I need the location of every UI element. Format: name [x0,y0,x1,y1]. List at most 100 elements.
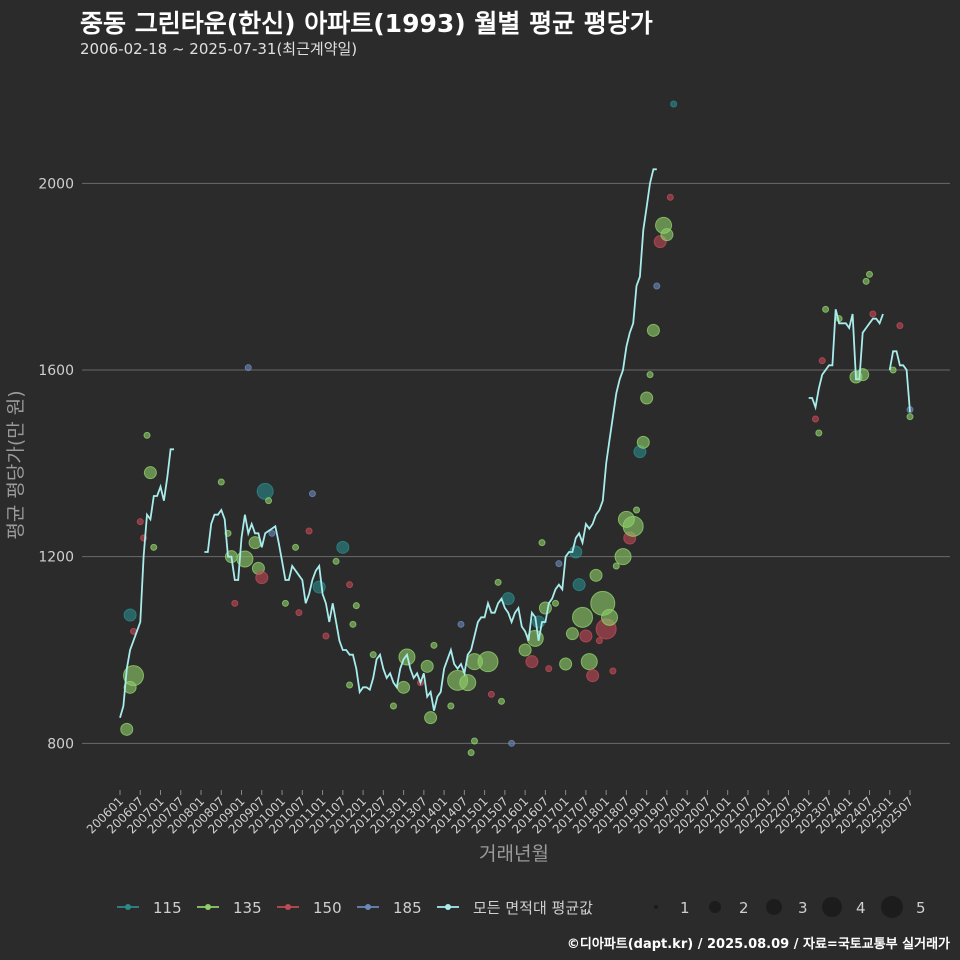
data-point [586,669,600,683]
data-point [640,391,654,405]
data-point [595,637,603,645]
data-point [292,543,300,551]
chart-title: 중동 그린타운(한신) 아파트(1993) 월별 평균 평당가 [80,9,653,38]
data-point [572,606,594,628]
legend-item-115: 115 [117,899,182,917]
chart-subtitle: 2006-02-18 ~ 2025-07-31(최근계약일) [80,40,358,58]
data-point [811,415,819,423]
legend-size-label: 3 [798,899,808,917]
data-point [580,653,598,671]
legend-size-2: 2 [709,899,749,917]
average-line-segment [119,448,174,718]
data-point [123,665,145,687]
legend-dot [205,904,211,910]
data-point [609,667,617,675]
legend: 115 135 150 185 모든 면적대 평균값 1 2 3 4 5 [117,896,926,918]
data-point [349,620,357,628]
y-tick-label: 2000 [38,176,74,192]
data-point [559,657,573,671]
data-point [869,310,877,318]
data-point [896,322,904,330]
legend-item-135: 135 [197,899,262,917]
legend-item-avg: 모든 면적대 평균값 [437,899,593,917]
data-point [295,609,303,617]
data-point [865,270,873,278]
data-point [601,608,619,626]
data-point [322,632,330,640]
data-point [589,568,603,582]
data-point [487,690,495,698]
data-point [670,100,678,108]
data-points [120,100,914,757]
legend-size-5: 5 [881,896,926,918]
data-point [256,482,274,500]
y-tick-label: 1600 [38,363,74,379]
data-point [397,680,411,694]
data-point [336,540,350,554]
data-point [633,506,641,514]
data-point [653,282,661,290]
data-point [622,515,644,537]
average-line-segment [808,309,884,411]
legend-dot [445,904,451,910]
data-point [666,193,674,201]
average-line-segment [888,350,911,413]
data-point [508,739,516,747]
data-point [636,435,650,449]
data-point [555,560,563,568]
average-line [119,168,911,718]
data-point [822,305,830,313]
data-point [420,659,434,673]
legend-size-3: 3 [766,899,808,917]
legend-label: 115 [153,899,182,917]
legend-size-label: 2 [739,899,749,917]
data-point [494,578,502,586]
legend-size-dot [822,897,842,917]
credit-text: ©디아파트(dapt.kr) / 2025.08.09 / 자료=국토교통부 실… [566,937,950,952]
data-point [906,413,914,421]
data-point [501,592,515,606]
legend-size-dot [766,899,782,915]
y-axis-ticks: 800 1200 1600 2000 [38,176,74,752]
legend-size-label: 4 [856,899,866,917]
data-point [538,539,546,547]
data-point [646,371,654,379]
data-point [281,599,289,607]
legend-label: 150 [313,899,342,917]
legend-dot [125,904,131,910]
data-point [244,364,252,372]
data-point [579,629,593,643]
legend-item-185: 185 [357,899,422,917]
legend-size-dot [881,896,903,918]
legend-item-150: 150 [277,899,342,917]
data-point [369,651,377,659]
data-point [231,599,239,607]
data-point [477,651,499,673]
data-point [255,571,269,585]
legend-label: 185 [393,899,422,917]
data-point [552,599,560,607]
y-axis-title: 평균 평당가(만 원) [5,390,27,539]
y-tick-label: 800 [47,736,74,752]
legend-size-label: 5 [916,899,926,917]
data-point [352,602,360,610]
data-point [430,641,438,649]
data-point [332,557,340,565]
data-point [150,543,158,551]
data-point [346,681,354,689]
data-point [862,277,870,285]
data-point [143,466,157,480]
data-point [565,627,579,641]
data-point [123,608,137,622]
data-point [265,497,273,505]
data-point [467,749,475,757]
data-point [818,357,826,365]
data-point [815,429,823,437]
data-point [646,323,660,337]
data-point [136,518,144,526]
legend-size-1: 1 [654,899,690,917]
data-point [572,578,586,592]
data-point [612,562,620,570]
data-point [470,737,478,745]
data-point [614,548,632,566]
